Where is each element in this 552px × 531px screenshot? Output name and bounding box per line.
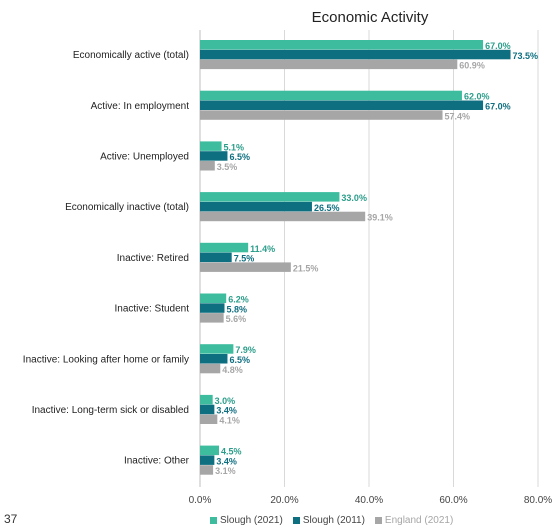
data-label: 3.1% <box>215 466 236 476</box>
category-label: Economically active (total) <box>73 50 189 61</box>
data-label: 4.5% <box>221 447 242 457</box>
data-label: 6.5% <box>229 152 250 162</box>
bar-slough-2021-inactive-looking-after-home-or-family <box>200 344 234 354</box>
data-label: 6.2% <box>228 295 249 305</box>
bar-england-2021-inactive-long-term-sick-or-disabled <box>200 414 218 424</box>
bar-slough-2021-active-in-employment <box>200 90 462 101</box>
data-label: 57.4% <box>445 111 471 121</box>
bar-slough-2011-inactive-other <box>200 455 215 465</box>
data-label: 7.5% <box>234 254 255 264</box>
data-label: 5.6% <box>226 314 247 324</box>
data-label: 62.0% <box>464 92 490 102</box>
bar-england-2021-economically-active-total <box>200 59 458 70</box>
legend-label-slough-2021: Slough (2021) <box>220 515 283 526</box>
bar-slough-2021-economically-inactive-total <box>200 192 340 202</box>
bar-slough-2011-active-unemployed <box>200 151 228 161</box>
category-label: Active: Unemployed <box>100 151 189 162</box>
bar-slough-2011-economically-inactive-total <box>200 201 312 212</box>
bar-slough-2011-inactive-long-term-sick-or-disabled <box>200 404 215 415</box>
data-label: 11.4% <box>250 244 275 254</box>
x-tick-label: 0.0% <box>189 495 212 506</box>
bar-slough-2011-economically-active-total <box>200 49 511 60</box>
data-label: 67.0% <box>485 41 511 51</box>
bar-england-2021-inactive-other <box>200 465 214 475</box>
data-label: 3.0% <box>215 396 236 406</box>
bar-slough-2021-inactive-long-term-sick-or-disabled <box>200 394 213 405</box>
category-label: Inactive: Long-term sick or disabled <box>32 405 189 416</box>
data-label: 3.5% <box>217 162 238 172</box>
data-label: 7.9% <box>235 345 256 355</box>
x-tick-label: 80.0% <box>524 495 552 506</box>
data-label: 4.1% <box>219 416 240 426</box>
data-label: 73.5% <box>513 51 539 61</box>
bar-england-2021-inactive-student <box>200 313 224 323</box>
category-label: Inactive: Looking after home or family <box>23 354 189 365</box>
bar-england-2021-active-in-employment <box>200 110 443 120</box>
bar-slough-2011-inactive-retired <box>200 252 232 263</box>
chart-legend: Slough (2021) Slough (2011) England (202… <box>210 515 453 526</box>
x-tick-label: 20.0% <box>270 495 298 506</box>
legend-label-slough-2011: Slough (2011) <box>302 515 365 526</box>
x-tick-label: 40.0% <box>355 495 383 506</box>
data-label: 3.4% <box>216 406 237 416</box>
data-label: 39.1% <box>367 213 393 223</box>
data-label: 3.4% <box>216 456 237 466</box>
data-label: 21.5% <box>293 263 319 273</box>
data-label: 6.5% <box>229 355 250 365</box>
bar-slough-2011-inactive-looking-after-home-or-family <box>200 354 228 364</box>
category-label: Active: In employment <box>91 101 190 112</box>
page-number: 37 <box>4 512 18 526</box>
bar-slough-2021-inactive-retired <box>200 242 249 253</box>
data-label: 5.8% <box>227 304 248 314</box>
category-label: Economically inactive (total) <box>65 202 189 213</box>
bar-england-2021-inactive-looking-after-home-or-family <box>200 363 221 374</box>
x-tick-label: 60.0% <box>439 495 467 506</box>
data-label: 26.5% <box>314 203 340 213</box>
data-label: 60.9% <box>459 61 485 71</box>
bar-england-2021-economically-inactive-total <box>200 211 366 222</box>
legend-swatch-slough-2021 <box>210 517 217 524</box>
bar-slough-2011-active-in-employment <box>200 100 484 110</box>
legend-item-slough-2021: Slough (2021) <box>210 515 283 526</box>
category-label: Inactive: Student <box>115 304 190 315</box>
category-label: Inactive: Retired <box>117 253 189 264</box>
data-label: 4.8% <box>222 365 243 375</box>
data-label: 5.1% <box>224 142 245 152</box>
legend-item-slough-2011: Slough (2011) <box>292 515 365 526</box>
legend-swatch-england-2021 <box>374 517 382 524</box>
data-label: 67.0% <box>485 102 511 112</box>
bar-slough-2021-economically-active-total <box>200 40 484 50</box>
bar-slough-2021-inactive-other <box>200 445 220 456</box>
bar-slough-2011-inactive-student <box>200 303 225 313</box>
bar-slough-2021-active-unemployed <box>200 141 222 151</box>
data-label: 33.0% <box>341 193 367 203</box>
category-label: Inactive: Other <box>124 456 190 467</box>
bar-england-2021-active-unemployed <box>200 161 215 171</box>
bar-slough-2021-inactive-student <box>200 293 227 303</box>
chart-title: Economic Activity <box>311 9 429 26</box>
legend-item-england-2021: England (2021) <box>374 515 454 526</box>
legend-label-england-2021: England (2021) <box>384 515 454 526</box>
legend-swatch-slough-2011 <box>292 517 300 524</box>
bar-england-2021-inactive-retired <box>200 262 291 272</box>
